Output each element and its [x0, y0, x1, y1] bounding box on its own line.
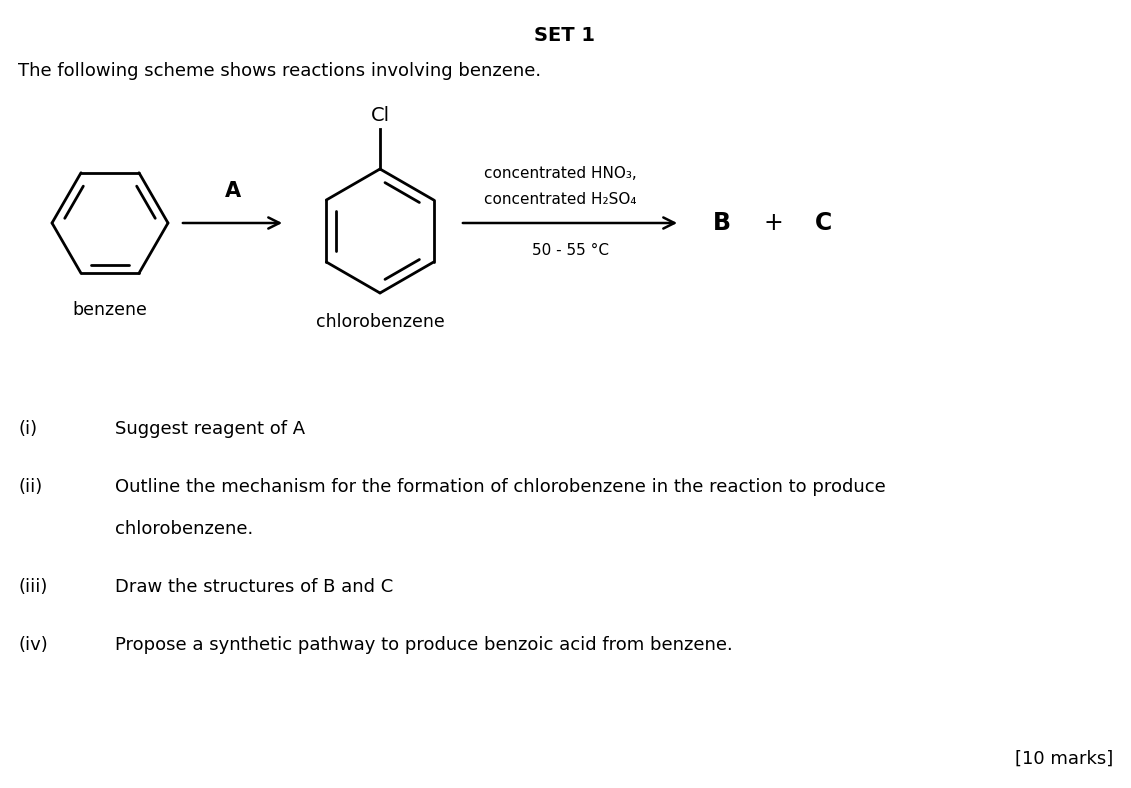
Text: concentrated HNO₃,: concentrated HNO₃,: [484, 166, 637, 181]
Text: (ii): (ii): [18, 478, 42, 496]
Text: benzene: benzene: [72, 301, 147, 319]
Text: Suggest reagent of A: Suggest reagent of A: [115, 420, 305, 438]
Text: 50 - 55 °C: 50 - 55 °C: [532, 243, 608, 258]
Text: B: B: [713, 211, 731, 235]
Text: +: +: [763, 211, 783, 235]
Text: A: A: [224, 181, 241, 201]
Text: Cl: Cl: [371, 106, 389, 125]
Text: (iii): (iii): [18, 578, 48, 596]
Text: chlorobenzene: chlorobenzene: [316, 313, 444, 331]
Text: Propose a synthetic pathway to produce benzoic acid from benzene.: Propose a synthetic pathway to produce b…: [115, 636, 733, 654]
Text: The following scheme shows reactions involving benzene.: The following scheme shows reactions inv…: [18, 62, 541, 80]
Text: SET 1: SET 1: [535, 26, 596, 45]
Text: Outline the mechanism for the formation of chlorobenzene in the reaction to prod: Outline the mechanism for the formation …: [115, 478, 886, 496]
Text: C: C: [815, 211, 832, 235]
Text: [10 marks]: [10 marks]: [1015, 750, 1113, 768]
Text: concentrated H₂SO₄: concentrated H₂SO₄: [484, 192, 637, 207]
Text: (i): (i): [18, 420, 37, 438]
Text: Draw the structures of B and C: Draw the structures of B and C: [115, 578, 394, 596]
Text: (iv): (iv): [18, 636, 48, 654]
Text: chlorobenzene.: chlorobenzene.: [115, 520, 253, 538]
